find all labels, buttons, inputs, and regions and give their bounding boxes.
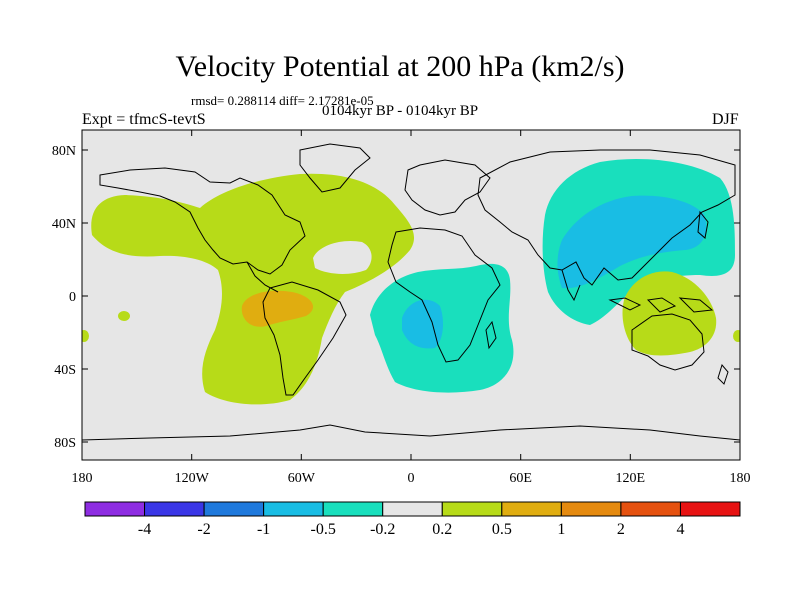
positive-region-australia — [622, 271, 717, 356]
colorbar-label: -0.5 — [311, 521, 336, 538]
lon-tick-label: 60W — [288, 471, 316, 486]
positive-center-south-america — [241, 290, 314, 327]
colorbar-swatch — [263, 501, 324, 517]
longitude-axis: 180 120W 60W 0 60E 120E 180 — [72, 130, 751, 486]
positive-spot-east-edge — [733, 330, 740, 342]
lat-tick-label: 40S — [54, 363, 76, 378]
colorbar-label: 4 — [676, 521, 684, 538]
lon-tick-label: 120W — [175, 471, 210, 486]
colorbar-swatch — [501, 501, 562, 517]
colorbar-label: -4 — [138, 521, 151, 538]
season-label: DJF — [712, 111, 739, 128]
lat-tick-label: 80N — [52, 144, 76, 159]
colorbar-swatch — [560, 501, 622, 517]
contour-fills — [82, 143, 740, 441]
map-title: Velocity Potential at 200 hPa (km2/s) — [175, 50, 625, 83]
lat-tick-label: 40N — [52, 217, 76, 232]
colorbar-label: 0.2 — [432, 521, 452, 538]
lon-tick-label: 60E — [509, 471, 532, 486]
colorbar-swatch — [679, 501, 741, 517]
colorbar-swatch — [620, 501, 681, 517]
colorbar-swatch — [441, 501, 503, 517]
positive-spot-west-edge — [82, 330, 89, 342]
lon-tick-label: 180 — [72, 471, 93, 486]
neutral-hole-atlantic — [313, 240, 372, 274]
lat-tick-label: 0 — [69, 290, 76, 305]
period-label: 0104kyr BP - 0104kyr BP — [322, 103, 479, 119]
colorbar-label: 0.5 — [492, 521, 512, 538]
colorbar-label: -0.2 — [370, 521, 395, 538]
coastlines — [82, 143, 740, 441]
colorbar-label: -1 — [257, 521, 270, 538]
colorbar: -4 -2 -1 -0.5 -0.2 0.2 0.5 1 2 4 — [84, 501, 741, 538]
lon-tick-label: 120E — [616, 471, 646, 486]
colorbar-swatch — [382, 501, 443, 517]
negative-center-africa — [402, 299, 443, 349]
colorbar-swatch — [144, 501, 205, 517]
negative-center-asia — [557, 195, 707, 289]
lat-tick-label: 80S — [54, 436, 76, 451]
colorbar-swatch — [84, 501, 146, 517]
colorbar-label: -2 — [197, 521, 210, 538]
colorbar-label: 1 — [557, 521, 565, 538]
colorbar-swatch — [322, 501, 384, 517]
lon-tick-label: 180 — [730, 471, 751, 486]
experiment-label: Expt = tfmcS-tevtS — [82, 111, 206, 128]
latitude-axis: 80N 40N 0 40S 80S — [52, 144, 740, 451]
colorbar-label: 2 — [617, 521, 625, 538]
positive-spot-pacific — [118, 311, 130, 321]
stats-label: rmsd= 0.288114 diff= 2.17281e-05 — [191, 93, 374, 108]
positive-region-americas — [91, 173, 415, 405]
lon-tick-label: 0 — [408, 471, 415, 486]
colorbar-swatch — [203, 501, 265, 517]
